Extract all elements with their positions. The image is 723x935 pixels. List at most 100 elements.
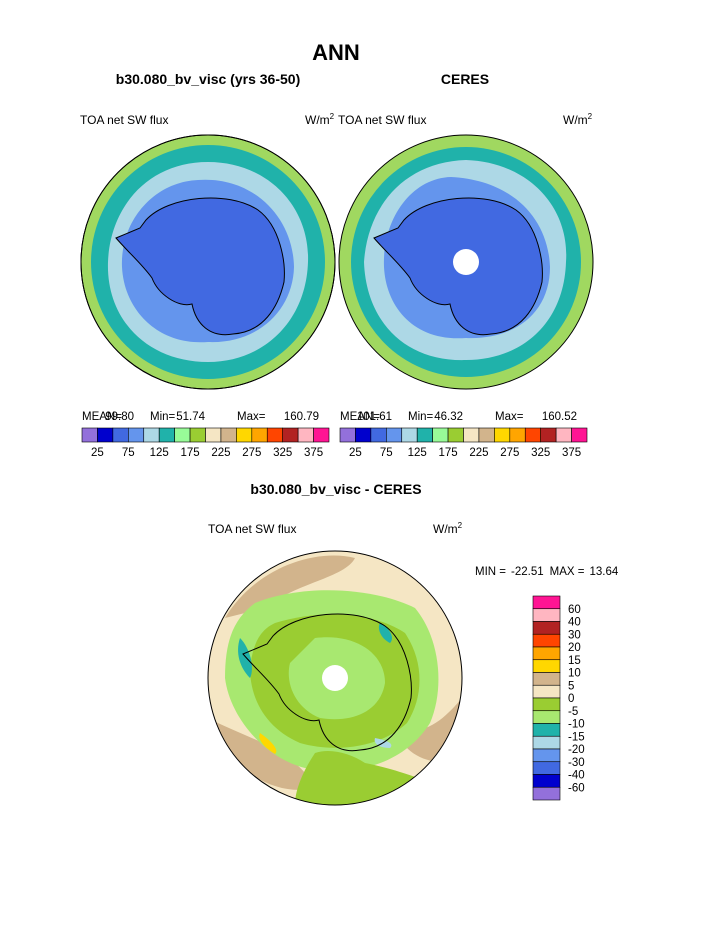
colorbar-label: 10 — [568, 668, 581, 680]
stat-label: Min= — [150, 411, 176, 423]
variable: TOA net SW flux — [208, 522, 296, 536]
stat-label: MEAN= — [82, 411, 122, 423]
stat-value: 13.64 — [589, 566, 618, 578]
colorbar-label: -15 — [568, 731, 585, 743]
stat-value: 51.74 — [176, 411, 205, 423]
panel-title: b30.080_bv_visc (yrs 36-50) — [116, 71, 300, 87]
colorbar-label: 15 — [568, 655, 581, 667]
colorbar-box — [297, 427, 314, 443]
colorbar-box — [463, 427, 480, 443]
colorbar-box — [189, 427, 206, 443]
colorbar-box — [266, 427, 283, 443]
units-power: 2 — [330, 112, 335, 121]
stat-value: 99.80 — [105, 411, 134, 423]
colorbar-box — [532, 595, 561, 610]
colorbar-box — [447, 427, 464, 443]
colorbar-label: -10 — [568, 719, 585, 731]
map — [207, 550, 463, 806]
stats: MIN = -22.51 MAX = 13.64 — [475, 566, 619, 578]
colorbar-box — [386, 427, 403, 443]
colorbar-box — [339, 427, 356, 443]
colorbar-box — [571, 427, 588, 443]
colorbar-label: 325 — [531, 447, 550, 459]
colorbar-label: 30 — [568, 629, 581, 641]
stat-label: Max= — [237, 411, 266, 423]
colorbar-box — [532, 621, 561, 635]
stat-label: MAX = — [550, 566, 585, 578]
stat-value: 46.32 — [434, 411, 463, 423]
colorbar-box — [532, 723, 561, 737]
stat-label: Min= — [408, 411, 434, 423]
colorbar-box — [532, 697, 561, 712]
colorbar-box — [355, 427, 372, 443]
colorbar-box — [532, 659, 561, 673]
colorbar-box — [532, 672, 561, 686]
colorbar-label: 375 — [562, 447, 581, 459]
colorbar-box — [509, 427, 526, 443]
colorbar-box — [401, 427, 418, 443]
colorbar-box — [524, 427, 541, 443]
colorbar-label: 5 — [568, 680, 574, 692]
colorbar-label: -30 — [568, 757, 585, 769]
colorbar-label: 275 — [242, 447, 261, 459]
colorbar-label: 25 — [349, 447, 362, 459]
variable: TOA net SW flux — [338, 113, 426, 127]
colorbar-box — [81, 427, 98, 443]
difference-title: b30.080_bv_visc - CERES — [250, 481, 421, 497]
colorbar-box — [251, 427, 268, 443]
units-base: W/m — [305, 113, 330, 127]
stat-label: Max= — [495, 411, 524, 423]
colorbar-label: 20 — [568, 642, 581, 654]
colorbar-box — [532, 761, 561, 775]
colorbar-label: 125 — [408, 447, 427, 459]
colorbar-label: 175 — [180, 447, 199, 459]
colorbar-box — [532, 684, 561, 699]
colorbar-label: 40 — [568, 617, 581, 629]
units-base: W/m — [433, 522, 458, 536]
colorbar-box — [282, 427, 299, 443]
units: W/m2 — [305, 112, 335, 127]
colorbar-box — [205, 427, 222, 443]
colorbar-box — [416, 427, 433, 443]
colorbar-label: 75 — [122, 447, 135, 459]
colorbar-box — [174, 427, 191, 443]
colorbar-box — [478, 427, 495, 443]
stat-value: 160.52 — [542, 411, 577, 423]
colorbar-label: 375 — [304, 447, 323, 459]
colorbar-box — [112, 427, 129, 443]
colorbar-box — [143, 427, 160, 443]
colorbar-label: -5 — [568, 706, 578, 718]
colorbar-box — [313, 427, 330, 443]
stat-value: -22.51 — [511, 566, 544, 578]
colorbar-box — [158, 427, 175, 443]
colorbar-label: 0 — [568, 693, 574, 705]
stat-value: 101.61 — [357, 411, 392, 423]
colorbar-box — [220, 427, 237, 443]
colorbar-box — [532, 735, 561, 750]
colorbar-box — [432, 427, 449, 443]
colorbar-box — [532, 748, 561, 763]
colorbar-box — [236, 427, 253, 443]
colorbar-label: -20 — [568, 744, 585, 756]
colorbar-label: 75 — [380, 447, 393, 459]
colorbar-box — [97, 427, 114, 443]
colorbar-box — [532, 608, 561, 622]
units: W/m2 — [433, 521, 463, 536]
colorbar-label: 325 — [273, 447, 292, 459]
map — [80, 134, 336, 390]
variable: TOA net SW flux — [80, 113, 168, 127]
stat-label: MEAN= — [340, 411, 380, 423]
colorbar-label: 225 — [211, 447, 230, 459]
colorbar-box — [532, 786, 561, 801]
panel-title: CERES — [441, 71, 489, 87]
stat-label: MIN = — [475, 566, 506, 578]
colorbar-box — [532, 633, 561, 648]
colorbar-box — [540, 427, 557, 443]
map — [338, 134, 594, 390]
colorbar-label: 275 — [500, 447, 519, 459]
colorbar-label: 25 — [91, 447, 104, 459]
colorbar-box — [532, 710, 561, 724]
units: W/m2 — [563, 112, 593, 127]
units-base: W/m — [563, 113, 588, 127]
